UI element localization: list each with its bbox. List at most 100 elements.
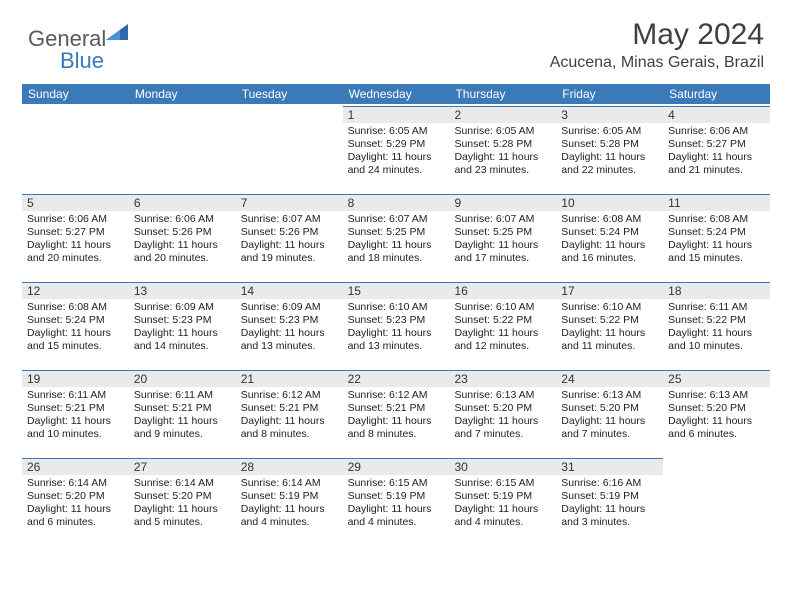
date-number: 18	[663, 282, 770, 299]
cell-details: Sunrise: 6:05 AMSunset: 5:29 PMDaylight:…	[348, 125, 445, 178]
brand-name-2: Blue	[60, 48, 104, 74]
brand-triangle-icon	[106, 24, 128, 45]
calendar-cell: 24 Sunrise: 6:13 AMSunset: 5:20 PMDayligh…	[556, 368, 663, 456]
calendar-cell: 25Sunrise: 6:13 AMSunset: 5:20 PMDayligh…	[663, 368, 770, 456]
calendar-cell: 27 Sunrise: 6:14 AMSunset: 5:20 PMDayligh…	[129, 456, 236, 544]
cell-details: Sunrise: 6:11 AMSunset: 5:22 PMDaylight:…	[668, 301, 765, 354]
day-header-cell: Tuesday	[236, 84, 343, 104]
cell-details: Sunrise: 6:14 AMSunset: 5:20 PMDaylight:…	[134, 477, 231, 530]
calendar-cell: 8 Sunrise: 6:07 AMSunset: 5:25 PMDaylight…	[343, 192, 450, 280]
cell-details: Sunrise: 6:09 AMSunset: 5:23 PMDaylight:…	[134, 301, 231, 354]
calendar-cell: 31Sunrise: 6:16 AMSunset: 5:19 PMDayligh…	[556, 456, 663, 544]
cell-details: Sunrise: 6:15 AMSunset: 5:19 PMDaylight:…	[348, 477, 445, 530]
date-number: 8	[343, 194, 450, 211]
calendar-cell: 22 Sunrise: 6:12 AMSunset: 5:21 PMDayligh…	[343, 368, 450, 456]
day-header-cell: Thursday	[449, 84, 556, 104]
cell-details: Sunrise: 6:06 AMSunset: 5:27 PMDaylight:…	[668, 125, 765, 178]
calendar-cell: 12 Sunrise: 6:08 AMSunset: 5:24 PMDayligh…	[22, 280, 129, 368]
calendar-cell: 19 Sunrise: 6:11 AMSunset: 5:21 PMDayligh…	[22, 368, 129, 456]
cell-details: Sunrise: 6:08 AMSunset: 5:24 PMDaylight:…	[27, 301, 124, 354]
date-number: 16	[449, 282, 556, 299]
date-number: 29	[343, 458, 450, 475]
week-row: 19 Sunrise: 6:11 AMSunset: 5:21 PMDayligh…	[22, 368, 770, 456]
cell-details: Sunrise: 6:12 AMSunset: 5:21 PMDaylight:…	[241, 389, 338, 442]
cell-details: Sunrise: 6:14 AMSunset: 5:19 PMDaylight:…	[241, 477, 338, 530]
day-header-cell: Wednesday	[343, 84, 450, 104]
date-number: 14	[236, 282, 343, 299]
calendar-cell: 18 Sunrise: 6:11 AMSunset: 5:22 PMDayligh…	[663, 280, 770, 368]
cell-details: Sunrise: 6:13 AMSunset: 5:20 PMDaylight:…	[561, 389, 658, 442]
calendar-cell: 11 Sunrise: 6:08 AMSunset: 5:24 PMDayligh…	[663, 192, 770, 280]
calendar-cell: 29 Sunrise: 6:15 AMSunset: 5:19 PMDayligh…	[343, 456, 450, 544]
calendar-cell: 10Sunrise: 6:08 AMSunset: 5:24 PMDayligh…	[556, 192, 663, 280]
calendar-cell: 15 Sunrise: 6:10 AMSunset: 5:23 PMDayligh…	[343, 280, 450, 368]
date-number: 24	[556, 370, 663, 387]
cell-details: Sunrise: 6:13 AMSunset: 5:20 PMDaylight:…	[668, 389, 765, 442]
date-number: 13	[129, 282, 236, 299]
date-number: 30	[449, 458, 556, 475]
cell-details: Sunrise: 6:13 AMSunset: 5:20 PMDaylight:…	[454, 389, 551, 442]
calendar-cell: 5 Sunrise: 6:06 AMSunset: 5:27 PMDaylight…	[22, 192, 129, 280]
calendar-cell: 2Sunrise: 6:05 AMSunset: 5:28 PMDaylight…	[449, 104, 556, 192]
date-number: 26	[22, 458, 129, 475]
date-number: 9	[449, 194, 556, 211]
date-number: 31	[556, 458, 663, 475]
calendar-cell: 23 Sunrise: 6:13 AMSunset: 5:20 PMDayligh…	[449, 368, 556, 456]
calendar-cell: 14 Sunrise: 6:09 AMSunset: 5:23 PMDayligh…	[236, 280, 343, 368]
cell-details: Sunrise: 6:08 AMSunset: 5:24 PMDaylight:…	[668, 213, 765, 266]
cell-details: Sunrise: 6:09 AMSunset: 5:23 PMDaylight:…	[241, 301, 338, 354]
day-header-cell: Saturday	[663, 84, 770, 104]
week-row: 1Sunrise: 6:05 AMSunset: 5:29 PMDaylight…	[22, 104, 770, 192]
date-number: 23	[449, 370, 556, 387]
cell-details: Sunrise: 6:05 AMSunset: 5:28 PMDaylight:…	[561, 125, 658, 178]
cell-details: Sunrise: 6:12 AMSunset: 5:21 PMDaylight:…	[348, 389, 445, 442]
calendar-cell: 13 Sunrise: 6:09 AMSunset: 5:23 PMDayligh…	[129, 280, 236, 368]
calendar-cell: 28 Sunrise: 6:14 AMSunset: 5:19 PMDayligh…	[236, 456, 343, 544]
calendar-cell: 3 Sunrise: 6:05 AMSunset: 5:28 PMDaylight…	[556, 104, 663, 192]
date-number: 22	[343, 370, 450, 387]
calendar-cell: 20Sunrise: 6:11 AMSunset: 5:21 PMDayligh…	[129, 368, 236, 456]
date-number: 7	[236, 194, 343, 211]
date-number: 11	[663, 194, 770, 211]
cell-details: Sunrise: 6:07 AMSunset: 5:25 PMDaylight:…	[454, 213, 551, 266]
cell-details: Sunrise: 6:07 AMSunset: 5:26 PMDaylight:…	[241, 213, 338, 266]
date-number: 3	[556, 106, 663, 123]
cell-details: Sunrise: 6:15 AMSunset: 5:19 PMDaylight:…	[454, 477, 551, 530]
cell-details: Sunrise: 6:07 AMSunset: 5:25 PMDaylight:…	[348, 213, 445, 266]
calendar-cell: 21 Sunrise: 6:12 AMSunset: 5:21 PMDayligh…	[236, 368, 343, 456]
cell-details: Sunrise: 6:06 AMSunset: 5:27 PMDaylight:…	[27, 213, 124, 266]
date-number: 17	[556, 282, 663, 299]
day-header-cell: Friday	[556, 84, 663, 104]
calendar-cell: 1Sunrise: 6:05 AMSunset: 5:29 PMDaylight…	[343, 104, 450, 192]
week-row: 12 Sunrise: 6:08 AMSunset: 5:24 PMDayligh…	[22, 280, 770, 368]
calendar-grid: SundayMondayTuesdayWednesdayThursdayFrid…	[22, 84, 770, 544]
cell-details: Sunrise: 6:10 AMSunset: 5:23 PMDaylight:…	[348, 301, 445, 354]
week-row: 5 Sunrise: 6:06 AMSunset: 5:27 PMDaylight…	[22, 192, 770, 280]
date-number: 4	[663, 106, 770, 123]
cell-details: Sunrise: 6:11 AMSunset: 5:21 PMDaylight:…	[27, 389, 124, 442]
date-number: 27	[129, 458, 236, 475]
date-number: 21	[236, 370, 343, 387]
day-header-cell: Monday	[129, 84, 236, 104]
calendar-cell: 7 Sunrise: 6:07 AMSunset: 5:26 PMDaylight…	[236, 192, 343, 280]
calendar-cell-empty	[129, 104, 236, 192]
date-number: 15	[343, 282, 450, 299]
location-text: Acucena, Minas Gerais, Brazil	[550, 54, 764, 72]
date-number: 5	[22, 194, 129, 211]
calendar-cell: 9 Sunrise: 6:07 AMSunset: 5:25 PMDaylight…	[449, 192, 556, 280]
calendar-cell: 16Sunrise: 6:10 AMSunset: 5:22 PMDayligh…	[449, 280, 556, 368]
cell-details: Sunrise: 6:14 AMSunset: 5:20 PMDaylight:…	[27, 477, 124, 530]
calendar-cell: 6Sunrise: 6:06 AMSunset: 5:26 PMDaylight…	[129, 192, 236, 280]
date-number: 28	[236, 458, 343, 475]
date-number: 19	[22, 370, 129, 387]
calendar-cell: 26 Sunrise: 6:14 AMSunset: 5:20 PMDayligh…	[22, 456, 129, 544]
date-number: 12	[22, 282, 129, 299]
date-number: 6	[129, 194, 236, 211]
calendar-cell-empty	[663, 456, 770, 544]
date-number: 20	[129, 370, 236, 387]
calendar-cell: 30 Sunrise: 6:15 AMSunset: 5:19 PMDayligh…	[449, 456, 556, 544]
cell-details: Sunrise: 6:05 AMSunset: 5:28 PMDaylight:…	[454, 125, 551, 178]
calendar-cell: 17 Sunrise: 6:10 AMSunset: 5:22 PMDayligh…	[556, 280, 663, 368]
cell-details: Sunrise: 6:10 AMSunset: 5:22 PMDaylight:…	[561, 301, 658, 354]
day-header-cell: Sunday	[22, 84, 129, 104]
